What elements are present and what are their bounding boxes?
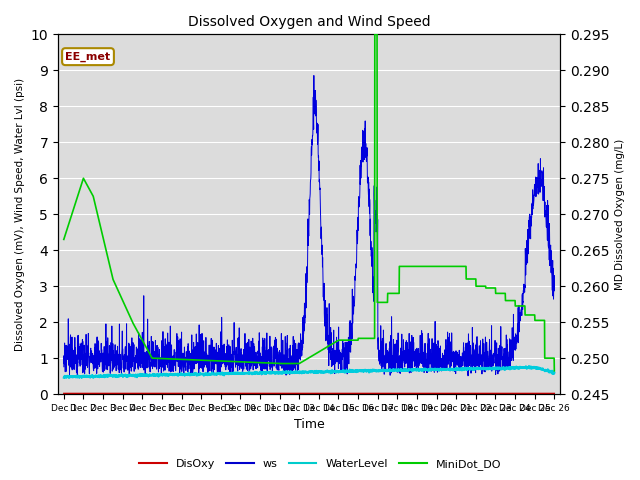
Text: EE_met: EE_met bbox=[65, 51, 111, 62]
Title: Dissolved Oxygen and Wind Speed: Dissolved Oxygen and Wind Speed bbox=[188, 15, 430, 29]
Legend: DisOxy, ws, WaterLevel, MiniDot_DO: DisOxy, ws, WaterLevel, MiniDot_DO bbox=[134, 455, 506, 474]
X-axis label: Time: Time bbox=[294, 419, 324, 432]
Y-axis label: MD Dissolved Oxygen (mg/L): MD Dissolved Oxygen (mg/L) bbox=[615, 139, 625, 290]
Y-axis label: Dissolved Oxygen (mV), Wind Speed, Water Lvl (psi): Dissolved Oxygen (mV), Wind Speed, Water… bbox=[15, 78, 25, 351]
